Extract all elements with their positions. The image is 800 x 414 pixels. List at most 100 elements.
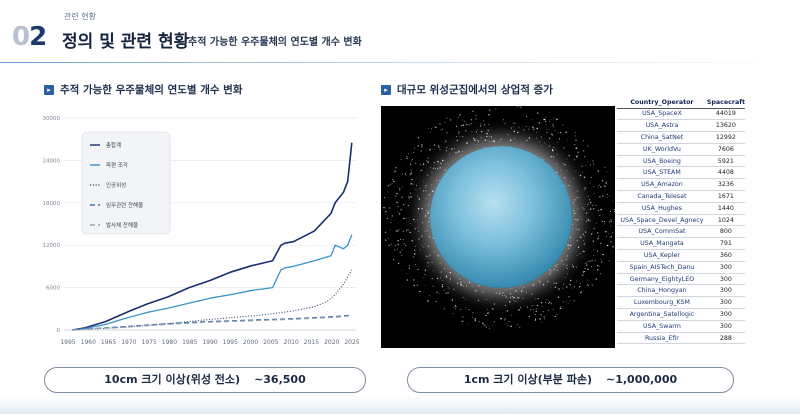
constellation-dot: [502, 294, 504, 296]
constellation-dot: [536, 304, 539, 307]
constellation-dot: [536, 127, 538, 130]
constellation-dot: [545, 117, 547, 119]
table-row: USA_CommSat 800: [617, 225, 745, 239]
table-row: USA_Space_Devel_Agnecy 1024: [617, 214, 745, 227]
constellation-dot: [566, 273, 568, 275]
table-row: Russia_Efir 288: [617, 332, 745, 345]
constellation-dot: [561, 260, 563, 262]
constellation-dot: [409, 231, 411, 234]
table-row: China_Hongyan 300: [617, 284, 745, 298]
constellation-dot: [428, 295, 430, 297]
constellation-dot: [427, 265, 429, 267]
table-header-spacecraft: Spacecraft: [706, 97, 745, 109]
constellation-dot: [428, 262, 429, 264]
constellation-dot: [424, 215, 427, 217]
constellation-dot: [583, 208, 585, 210]
constellation-dot: [523, 129, 525, 131]
constellation-dot: [410, 172, 413, 174]
constellation-dot: [475, 118, 477, 120]
constellation-dot: [595, 204, 597, 206]
constellation-dot: [569, 283, 571, 286]
constellation-dot: [405, 245, 407, 246]
constellation-dot: [573, 286, 576, 288]
section-number-zero: 0: [12, 22, 30, 52]
constellation-dot: [477, 140, 479, 142]
constellation-dot: [594, 259, 596, 261]
constellation-dot: [461, 119, 463, 121]
constellation-dot: [585, 164, 587, 166]
constellation-dot: [575, 139, 577, 141]
constellation-dot: [601, 180, 604, 182]
constellation-dot: [514, 129, 516, 131]
constellation-dot: [421, 146, 423, 148]
constellation-dot: [555, 282, 557, 285]
constellation-dot: [410, 160, 412, 162]
constellation-dot: [548, 145, 550, 147]
series-line-1: [72, 142, 353, 331]
constellation-dot: [566, 264, 568, 267]
constellation-dot: [596, 264, 599, 267]
constellation-dot: [462, 320, 464, 322]
constellation-dot: [413, 151, 415, 153]
constellation-dot: [408, 265, 410, 267]
constellation-dot: [541, 145, 543, 147]
constellation-dot: [460, 284, 462, 286]
constellation-dot: [400, 238, 402, 240]
constellation-dot: [538, 141, 540, 143]
constellation-dot: [536, 137, 538, 139]
constellation-dot: [565, 300, 567, 302]
constellation-dot: [526, 291, 528, 293]
constellation-dot: [396, 230, 399, 232]
constellation-dot: [572, 264, 573, 266]
constellation-dot: [461, 154, 463, 156]
constellation-dot: [579, 286, 581, 288]
constellation-dot: [424, 186, 426, 188]
constellation-dot: [427, 212, 429, 214]
constellation-dot: [575, 219, 577, 221]
constellation-dot: [563, 147, 565, 149]
constellation-dot: [420, 249, 421, 251]
constellation-dot: [424, 231, 426, 233]
constellation-dot: [450, 120, 452, 121]
constellation-dot: [553, 282, 555, 284]
constellation-dot: [584, 235, 586, 237]
constellation-dot: [418, 198, 421, 200]
constellation-dot: [423, 190, 425, 192]
constellation-dot: [604, 231, 607, 233]
constellation-dot: [527, 305, 529, 307]
constellation-dot: [413, 218, 415, 221]
constellation-dot: [449, 281, 450, 283]
constellation-dot: [544, 318, 546, 320]
constellation-dot: [493, 321, 495, 323]
constellation-dot: [548, 303, 550, 305]
spacecraft-count-cell: 360: [706, 249, 745, 262]
constellation-dot: [411, 178, 413, 181]
constellation-dot: [468, 309, 470, 310]
constellation-dot: [508, 320, 510, 323]
series-line-4: [72, 314, 352, 331]
constellation-dot: [517, 131, 519, 133]
constellation-dot: [542, 306, 544, 308]
constellation-dot: [518, 297, 520, 299]
constellation-dot: [606, 244, 609, 247]
constellation-dot: [583, 176, 586, 178]
constellation-dot: [532, 127, 534, 129]
constellation-dot: [413, 279, 415, 281]
constellation-dot: [583, 240, 585, 242]
constellation-dot: [512, 123, 514, 125]
constellation-dot: [565, 258, 567, 261]
constellation-dot: [540, 302, 543, 304]
spacecraft-count-cell: 7606: [706, 143, 745, 156]
constellation-dot: [523, 286, 525, 288]
constellation-dot: [424, 285, 426, 287]
constellation-dot: [509, 293, 512, 295]
constellation-dot: [538, 122, 540, 124]
spacecraft-count-cell: 300: [706, 296, 745, 310]
y-tick-label: 0: [57, 328, 61, 334]
constellation-dot: [422, 222, 423, 224]
constellation-dot: [513, 126, 514, 127]
constellation-dot: [562, 301, 564, 303]
constellation-dot: [417, 230, 420, 232]
constellation-dot: [409, 192, 411, 194]
pill-right-value: ~1,000,000: [605, 373, 678, 386]
